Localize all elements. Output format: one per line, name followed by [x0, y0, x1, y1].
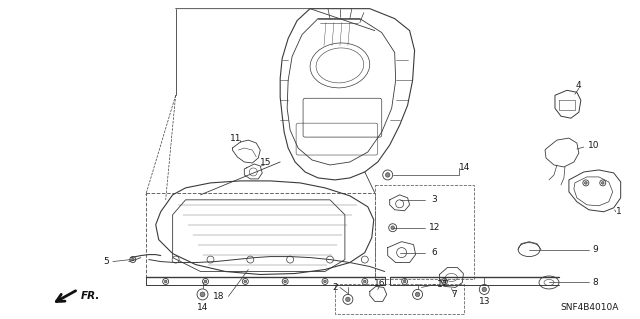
Circle shape: [403, 280, 406, 283]
Text: 18: 18: [212, 292, 224, 301]
Text: 5: 5: [103, 257, 109, 266]
Bar: [335, 285, 465, 314]
Text: 8: 8: [592, 278, 598, 287]
Circle shape: [443, 280, 446, 283]
Circle shape: [346, 297, 350, 302]
Text: 9: 9: [592, 245, 598, 254]
Text: SNF4B4010A: SNF4B4010A: [560, 303, 619, 312]
Text: 16: 16: [374, 279, 385, 288]
Text: 10: 10: [588, 141, 600, 150]
Circle shape: [415, 292, 420, 297]
Text: 14: 14: [197, 303, 208, 312]
Circle shape: [391, 226, 394, 229]
Circle shape: [602, 182, 604, 184]
Circle shape: [204, 280, 207, 283]
Circle shape: [364, 280, 366, 283]
Text: 3: 3: [431, 195, 437, 204]
Text: 12: 12: [429, 223, 440, 232]
Text: 17: 17: [436, 280, 448, 289]
Text: 13: 13: [479, 297, 490, 306]
Bar: [375, 185, 474, 279]
Circle shape: [284, 280, 287, 283]
Text: 1: 1: [616, 207, 621, 216]
Circle shape: [131, 258, 134, 261]
Text: 7: 7: [452, 290, 458, 299]
Circle shape: [584, 182, 587, 184]
Circle shape: [200, 292, 205, 297]
Text: 4: 4: [576, 81, 582, 90]
Circle shape: [164, 280, 167, 283]
Text: FR.: FR.: [81, 291, 100, 301]
Bar: [146, 193, 375, 278]
Text: 14: 14: [459, 163, 470, 173]
Text: 15: 15: [259, 159, 271, 167]
Text: 6: 6: [431, 248, 437, 257]
Text: 2: 2: [332, 283, 338, 292]
Text: 11: 11: [230, 134, 241, 143]
Circle shape: [482, 287, 486, 292]
Circle shape: [324, 280, 326, 283]
Circle shape: [244, 280, 246, 283]
Circle shape: [385, 173, 390, 177]
